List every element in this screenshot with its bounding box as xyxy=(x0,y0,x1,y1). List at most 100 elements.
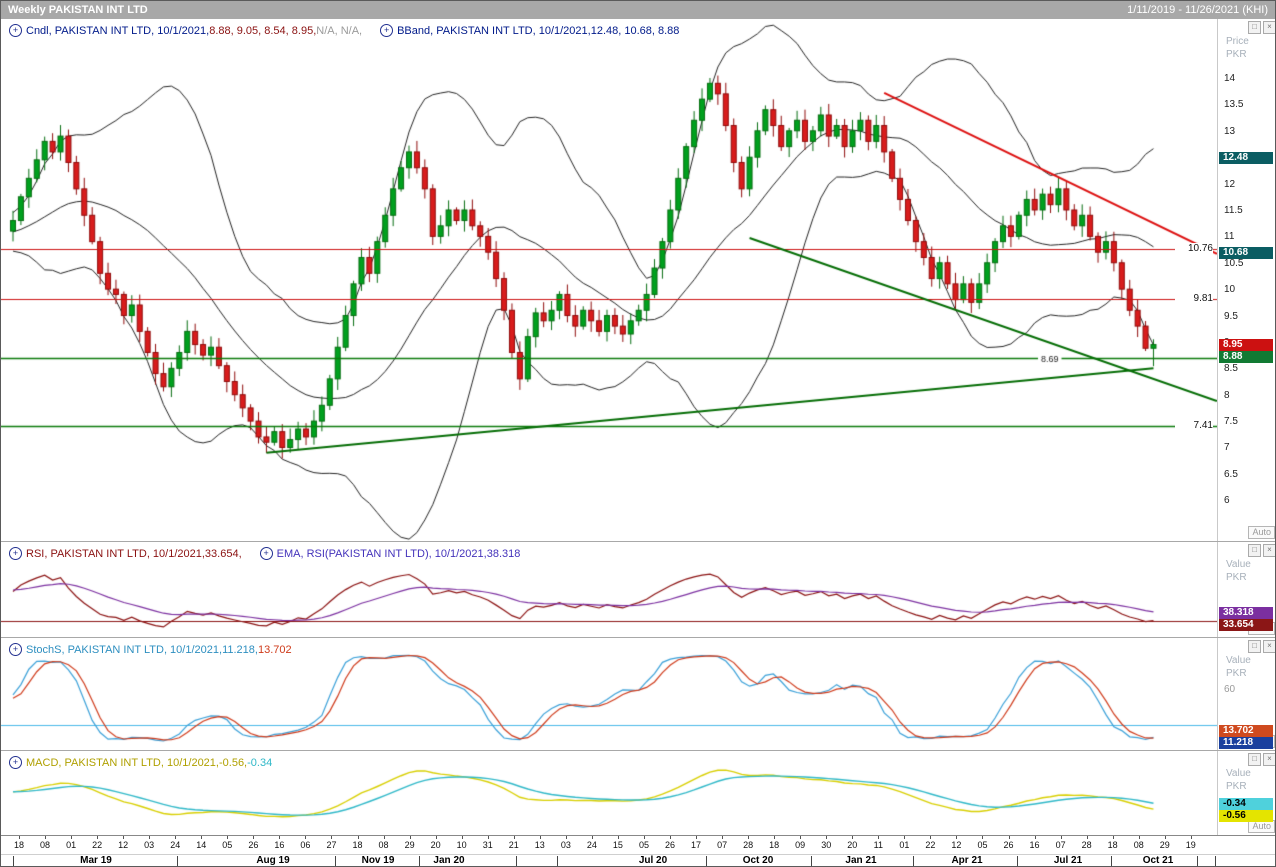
month-separator xyxy=(419,856,420,866)
legend-text: -0.34 xyxy=(247,756,273,769)
axis-unit-label: Value PKR xyxy=(1226,768,1251,792)
date-label: 08 xyxy=(1133,840,1144,850)
add-series-icon[interactable]: + xyxy=(9,643,22,656)
date-label: 05 xyxy=(977,840,988,850)
legend-text: 13.702 xyxy=(257,643,292,656)
axis-unit-label: Value PKR xyxy=(1226,559,1251,583)
axis-tick-mark xyxy=(904,836,906,839)
window-controls: □ × xyxy=(1248,544,1275,557)
axis-tick-mark xyxy=(722,836,724,839)
legend-text: 12.48, 10.68, 8.88 xyxy=(590,24,680,37)
legend-text: 38.318 xyxy=(486,547,521,560)
title-bar[interactable]: Weekly PAKISTAN INT LTD 1/11/2019 - 11/2… xyxy=(1,1,1275,19)
axis-tick-mark xyxy=(670,836,671,839)
date-label: 14 xyxy=(196,840,207,850)
date-label: 15 xyxy=(612,840,623,850)
restore-icon[interactable]: □ xyxy=(1248,753,1261,766)
restore-icon[interactable]: □ xyxy=(1248,21,1261,34)
date-label: 26 xyxy=(664,840,676,850)
macd-chart-canvas[interactable] xyxy=(1,751,1217,836)
date-label: 03 xyxy=(560,840,571,850)
axis-unit-label: Price PKR xyxy=(1226,36,1249,60)
auto-scale-button[interactable]: Auto xyxy=(1248,526,1275,539)
date-label: 01 xyxy=(899,840,910,850)
time-axis[interactable]: 18 08 01 22 12 03 24 14 05 26 16 06 27 18 08 29 20 10 31 21… xyxy=(1,835,1275,854)
month-label: Jan 21 xyxy=(845,855,877,866)
axis-tick-mark xyxy=(435,836,437,839)
date-label: 12 xyxy=(118,840,129,850)
restore-icon[interactable]: □ xyxy=(1248,640,1261,653)
axis-tick-mark xyxy=(565,836,567,839)
month-separator xyxy=(1215,856,1216,866)
axis-tick-mark xyxy=(539,836,541,839)
axis-tick-mark xyxy=(1138,836,1140,839)
month-separator xyxy=(913,856,914,866)
price-axis[interactable]: □×PricePKR1413.51312.51211.51110.5109.59… xyxy=(1217,19,1275,541)
close-icon[interactable]: × xyxy=(1263,753,1275,766)
month-label: Jul 21 xyxy=(1053,855,1083,866)
add-series-icon[interactable]: + xyxy=(9,756,22,769)
month-label: Oct 21 xyxy=(1142,855,1174,866)
month-axis: Mar 19 Aug 19 Nov 19 Jan 20 Jul 20 Oct 20 Jan … xyxy=(1,854,1275,866)
month-separator xyxy=(811,856,812,866)
price-chart-canvas[interactable] xyxy=(1,19,1217,541)
legend-text: MACD, PAKISTAN INT LTD, 10/1/2021, xyxy=(26,756,219,769)
date-label: 07 xyxy=(717,840,728,850)
legend-text: BBand, PAKISTAN INT LTD, 10/1/2021, xyxy=(397,24,591,37)
axis-tick-mark xyxy=(409,836,411,839)
axis-tick-mark xyxy=(1008,836,1010,839)
axis-tick-mark xyxy=(175,836,177,839)
date-label: 18 xyxy=(13,840,25,850)
value-badge: 10.68 xyxy=(1219,247,1273,260)
axis-tick: 10.5 xyxy=(1224,257,1244,269)
month-separator xyxy=(13,856,14,866)
date-label: 08 xyxy=(378,840,389,850)
rsi-chart-canvas[interactable] xyxy=(1,542,1217,638)
axis-tick-mark xyxy=(227,836,229,839)
auto-scale-button[interactable]: Auto xyxy=(1248,820,1275,833)
legend-entry: + BBand, PAKISTAN INT LTD, 10/1/2021, 12.… xyxy=(380,24,679,37)
month-separator xyxy=(335,856,336,866)
add-series-icon[interactable]: + xyxy=(9,547,22,560)
legend-entry: + Cndl, PAKISTAN INT LTD, 10/1/2021, 8.88… xyxy=(9,24,362,37)
date-label: 17 xyxy=(691,840,702,850)
close-icon[interactable]: × xyxy=(1263,21,1275,34)
date-label: 01 xyxy=(66,840,77,850)
axis-tick-mark xyxy=(982,836,984,839)
price-level-label: 7.41 xyxy=(1175,419,1213,431)
stochastics-legend: + StochS, PAKISTAN INT LTD, 10/1/2021, 11… xyxy=(9,643,292,656)
stochastics-chart-canvas[interactable] xyxy=(1,638,1217,751)
macd-panel: + MACD, PAKISTAN INT LTD, 10/1/2021, -0.5… xyxy=(1,750,1275,836)
restore-icon[interactable]: □ xyxy=(1248,544,1261,557)
axis-tick-mark xyxy=(643,836,645,839)
value-badge: 8.88 xyxy=(1219,350,1273,363)
value-badge: 13.702 xyxy=(1219,724,1273,737)
date-label: 20 xyxy=(430,840,441,850)
month-label: Oct 20 xyxy=(742,855,774,866)
macd-axis[interactable]: □ × Value PKR -0.34 -0.56 Auto xyxy=(1217,751,1275,835)
axis-tick: 7.5 xyxy=(1224,416,1238,428)
legend-entry: + MACD, PAKISTAN INT LTD, 10/1/2021, -0.5… xyxy=(9,756,272,769)
rsi-panel: + RSI, PAKISTAN INT LTD, 10/1/2021, 33.65… xyxy=(1,541,1275,638)
axis-tick: 10 xyxy=(1224,284,1236,296)
close-icon[interactable]: × xyxy=(1263,544,1275,557)
add-series-icon[interactable]: + xyxy=(9,24,22,37)
legend-text: 8.88, 9.05, 8.54, 8.95, xyxy=(209,24,317,37)
date-label: 19 xyxy=(1185,840,1196,850)
month-separator xyxy=(706,856,707,866)
add-series-icon[interactable]: + xyxy=(380,24,394,37)
axis-tick: 60 xyxy=(1224,683,1236,695)
axis-tick-mark xyxy=(800,836,802,839)
date-label: 26 xyxy=(1003,840,1014,850)
add-series-icon[interactable]: + xyxy=(259,547,273,560)
value-badge: -0.56 xyxy=(1219,809,1273,822)
axis-tick: 11.5 xyxy=(1224,204,1243,216)
axis-tick-mark xyxy=(956,836,958,839)
close-icon[interactable]: × xyxy=(1263,640,1275,653)
month-separator xyxy=(1111,856,1112,866)
axis-tick-mark xyxy=(357,836,359,839)
rsi-legend: + RSI, PAKISTAN INT LTD, 10/1/2021, 33.65… xyxy=(9,547,520,560)
